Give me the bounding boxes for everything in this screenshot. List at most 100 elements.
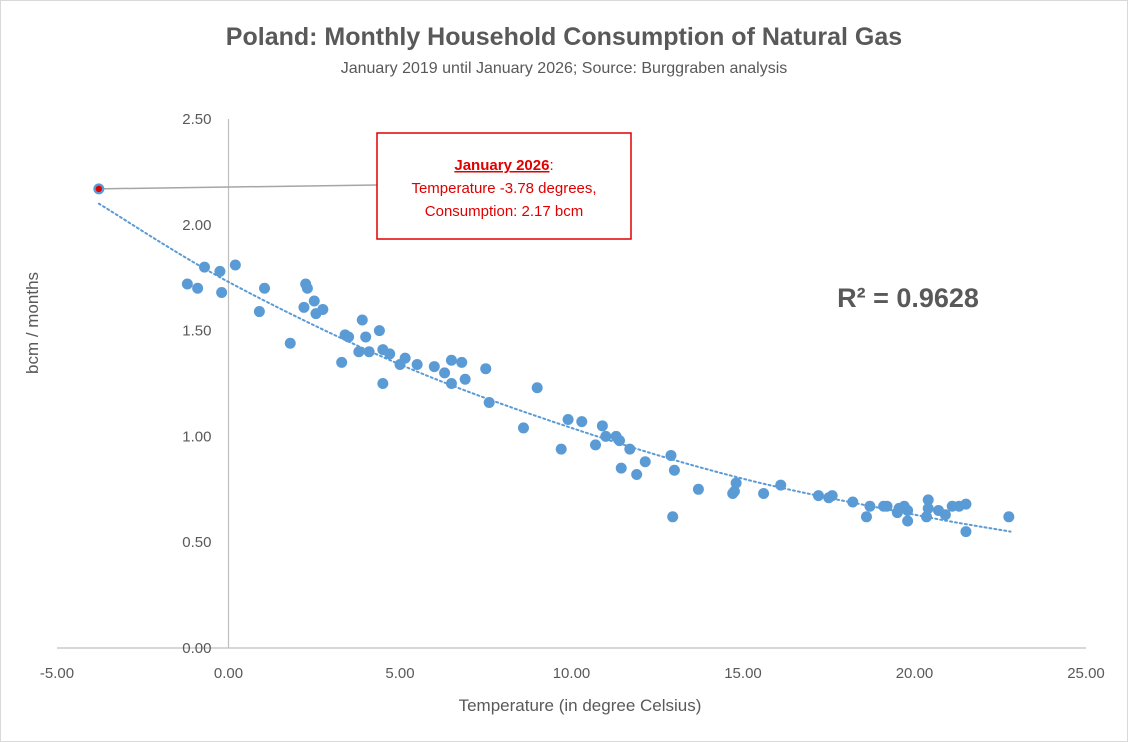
y-tick-label: 1.50 bbox=[182, 323, 211, 340]
data-point bbox=[308, 295, 320, 307]
x-tick-label: 25.00 bbox=[1067, 665, 1105, 682]
highlight-point bbox=[93, 183, 105, 195]
data-point bbox=[615, 462, 627, 474]
y-tick-label: 2.50 bbox=[182, 111, 211, 128]
y-tick-label: 0.50 bbox=[182, 534, 211, 551]
data-point bbox=[775, 479, 787, 491]
data-point bbox=[411, 358, 423, 370]
data-point bbox=[192, 282, 204, 294]
data-point bbox=[356, 314, 368, 326]
leader-line bbox=[98, 184, 378, 190]
data-point bbox=[758, 488, 770, 500]
annotation-consumption: Consumption: 2.17 bcm bbox=[425, 203, 583, 220]
data-point bbox=[624, 443, 636, 455]
y-tick-label: 0.00 bbox=[182, 640, 211, 657]
data-point bbox=[600, 430, 612, 442]
data-points bbox=[181, 259, 1015, 538]
y-axis-ticks: 0.00 0.50 1.00 1.50 2.00 2.50 bbox=[182, 111, 211, 657]
y-axis-title: bcm / months bbox=[23, 272, 42, 374]
data-point bbox=[214, 265, 226, 277]
data-point bbox=[259, 282, 271, 294]
data-point bbox=[960, 526, 972, 538]
annotation-leader-line bbox=[98, 184, 378, 190]
data-point bbox=[939, 509, 951, 521]
r-squared-label: R² = 0.9628 bbox=[837, 283, 979, 313]
data-point bbox=[198, 261, 210, 273]
data-point bbox=[384, 348, 396, 360]
x-tick-label: 15.00 bbox=[724, 665, 762, 682]
x-tick-label: 10.00 bbox=[553, 665, 591, 682]
x-tick-label: 20.00 bbox=[896, 665, 934, 682]
data-point bbox=[922, 502, 934, 514]
data-point bbox=[590, 439, 602, 451]
data-point bbox=[921, 511, 933, 523]
x-tick-label: 5.00 bbox=[385, 665, 414, 682]
data-point bbox=[229, 259, 241, 271]
x-axis-title: Temperature (in degree Celsius) bbox=[459, 696, 702, 715]
data-point bbox=[576, 416, 588, 428]
data-point bbox=[360, 331, 372, 343]
data-point bbox=[728, 485, 740, 497]
data-point bbox=[317, 303, 329, 315]
highlight-point-marker bbox=[95, 185, 103, 193]
data-point bbox=[399, 352, 411, 364]
data-point bbox=[445, 378, 457, 389]
data-point bbox=[439, 367, 451, 379]
data-point bbox=[730, 477, 742, 489]
data-point bbox=[298, 301, 310, 313]
data-point bbox=[517, 422, 529, 434]
data-point bbox=[614, 435, 626, 447]
annotation-heading: January 2026 bbox=[454, 157, 549, 174]
data-point bbox=[812, 490, 824, 502]
data-point bbox=[181, 278, 193, 290]
data-point bbox=[373, 325, 385, 337]
x-tick-label: 0.00 bbox=[214, 665, 243, 682]
data-point bbox=[353, 346, 365, 358]
data-point bbox=[596, 420, 608, 432]
chart-subtitle: January 2019 until January 2026; Source:… bbox=[341, 60, 788, 77]
data-point bbox=[692, 483, 704, 495]
data-point bbox=[562, 413, 574, 425]
data-point bbox=[667, 511, 679, 523]
data-point bbox=[459, 373, 471, 385]
data-point bbox=[253, 306, 265, 318]
data-point bbox=[1003, 511, 1015, 523]
data-point bbox=[343, 331, 355, 343]
data-point bbox=[555, 443, 567, 455]
data-point bbox=[301, 282, 313, 294]
data-point bbox=[860, 511, 872, 523]
data-point bbox=[847, 496, 859, 508]
data-point bbox=[284, 337, 296, 349]
data-point bbox=[216, 287, 228, 299]
data-point bbox=[445, 354, 457, 366]
annotation-heading-suffix: : bbox=[549, 157, 553, 174]
data-point bbox=[922, 494, 934, 506]
annotation-heading-line: January 2026: bbox=[454, 157, 553, 174]
data-point bbox=[483, 397, 495, 409]
annotation-border bbox=[376, 132, 632, 240]
axes bbox=[57, 119, 1086, 649]
chart-title: Poland: Monthly Household Consumption of… bbox=[226, 23, 902, 51]
data-point bbox=[864, 500, 876, 512]
data-point bbox=[336, 356, 348, 368]
data-point bbox=[480, 363, 492, 375]
data-point bbox=[902, 504, 914, 516]
data-point bbox=[639, 456, 651, 468]
data-point bbox=[902, 515, 914, 527]
trendline bbox=[97, 202, 1012, 533]
annotation-temperature: Temperature -3.78 degrees, bbox=[411, 180, 596, 197]
data-point bbox=[631, 468, 643, 480]
data-point bbox=[428, 361, 440, 373]
data-point bbox=[363, 346, 375, 358]
y-tick-label: 2.00 bbox=[182, 217, 211, 234]
data-point bbox=[881, 500, 893, 512]
data-point bbox=[665, 449, 677, 461]
trendline-path bbox=[97, 202, 1012, 533]
y-tick-label: 1.00 bbox=[182, 428, 211, 445]
data-point bbox=[377, 378, 389, 389]
data-point bbox=[668, 464, 680, 476]
data-point bbox=[531, 382, 543, 394]
data-point bbox=[960, 498, 972, 510]
